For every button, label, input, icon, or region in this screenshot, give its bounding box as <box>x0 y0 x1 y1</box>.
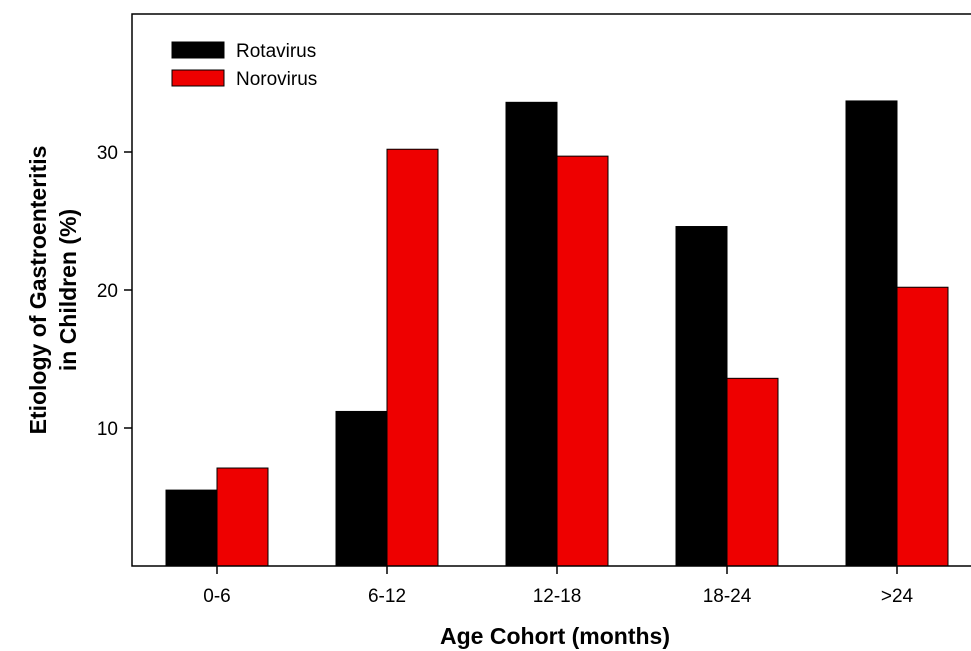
x-axis-title: Age Cohort (months) <box>440 623 670 649</box>
y-axis: 10 20 30 <box>97 143 132 440</box>
y-axis-title-line-1: Etiology of Gastroenteritis <box>25 146 51 435</box>
legend-swatch-norovirus <box>172 70 224 86</box>
bar-norovirus-4 <box>897 287 948 566</box>
legend-label-rotavirus: Rotavirus <box>236 41 316 62</box>
y-tick-label-0: 10 <box>97 419 118 440</box>
x-tick-label-4: >24 <box>881 586 914 607</box>
y-axis-title: Etiology of Gastroenteritis in Children … <box>25 146 81 435</box>
x-tick-label-1: 6-12 <box>368 586 406 607</box>
bar-rotavirus-1 <box>336 411 387 566</box>
x-axis: 0-6 6-12 12-18 18-24 >24 <box>203 566 913 607</box>
bar-norovirus-0 <box>217 468 268 566</box>
legend-swatch-rotavirus <box>172 42 224 58</box>
bar-rotavirus-4 <box>846 101 897 566</box>
y-tick-label-2: 30 <box>97 143 118 164</box>
y-tick-label-1: 20 <box>97 281 118 302</box>
bars-group <box>166 101 948 566</box>
bar-norovirus-3 <box>727 378 778 566</box>
bar-norovirus-1 <box>387 149 438 566</box>
bar-rotavirus-2 <box>506 102 557 566</box>
x-tick-label-3: 18-24 <box>703 586 752 607</box>
legend: Rotavirus Norovirus <box>172 41 317 90</box>
bar-norovirus-2 <box>557 156 608 566</box>
bar-rotavirus-0 <box>166 490 217 566</box>
y-axis-title-line-2: in Children (%) <box>55 209 81 371</box>
x-tick-label-0: 0-6 <box>203 586 230 607</box>
legend-label-norovirus: Norovirus <box>236 69 317 90</box>
x-tick-label-2: 12-18 <box>533 586 582 607</box>
bar-rotavirus-3 <box>676 227 727 566</box>
